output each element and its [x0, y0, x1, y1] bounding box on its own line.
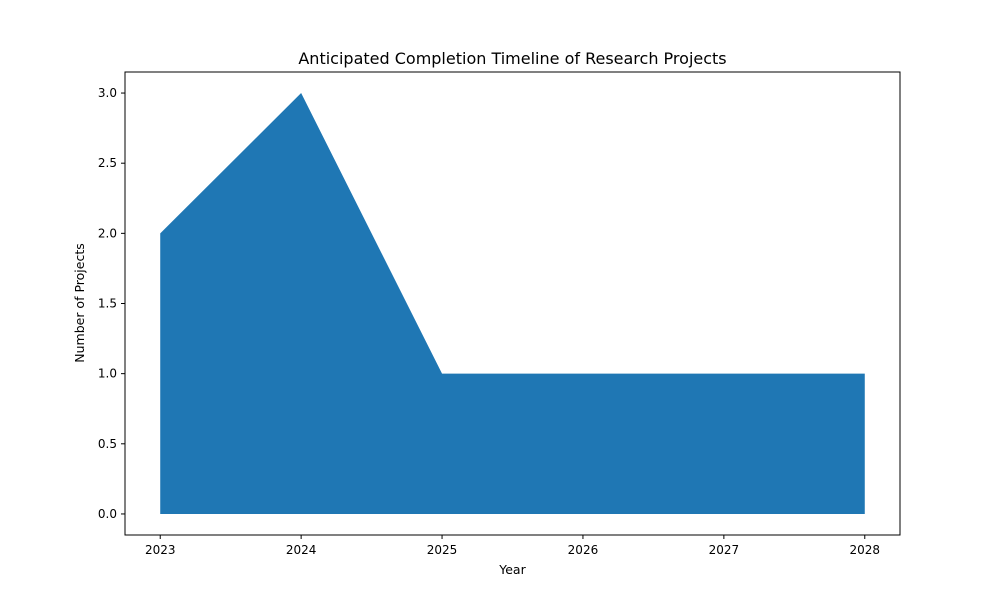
- area-series-1: [160, 93, 865, 514]
- x-tick-label: 2027: [709, 543, 740, 557]
- y-axis: 0.0 0.5 1.0 1.5 2.0 2.5 3.0: [98, 86, 125, 521]
- plot-area: [160, 93, 865, 514]
- chart-title: Anticipated Completion Timeline of Resea…: [298, 49, 726, 68]
- y-tick-label: 3.0: [98, 86, 117, 100]
- y-tick-label: 0.0: [98, 507, 117, 521]
- y-tick-label: 1.0: [98, 367, 117, 381]
- x-tick-label: 2025: [427, 543, 458, 557]
- x-tick-label: 2028: [849, 543, 880, 557]
- x-axis-label: Year: [498, 562, 526, 577]
- y-tick-label: 2.5: [98, 156, 117, 170]
- y-axis-label: Number of Projects: [72, 243, 87, 363]
- y-tick-label: 1.5: [98, 297, 117, 311]
- y-tick-label: 0.5: [98, 437, 117, 451]
- x-tick-label: 2023: [145, 543, 176, 557]
- y-tick-label: 2.0: [98, 226, 117, 240]
- x-axis: 2023 2024 2025 2026 2027 2028: [145, 535, 880, 557]
- x-tick-label: 2024: [286, 543, 317, 557]
- x-tick-label: 2026: [568, 543, 599, 557]
